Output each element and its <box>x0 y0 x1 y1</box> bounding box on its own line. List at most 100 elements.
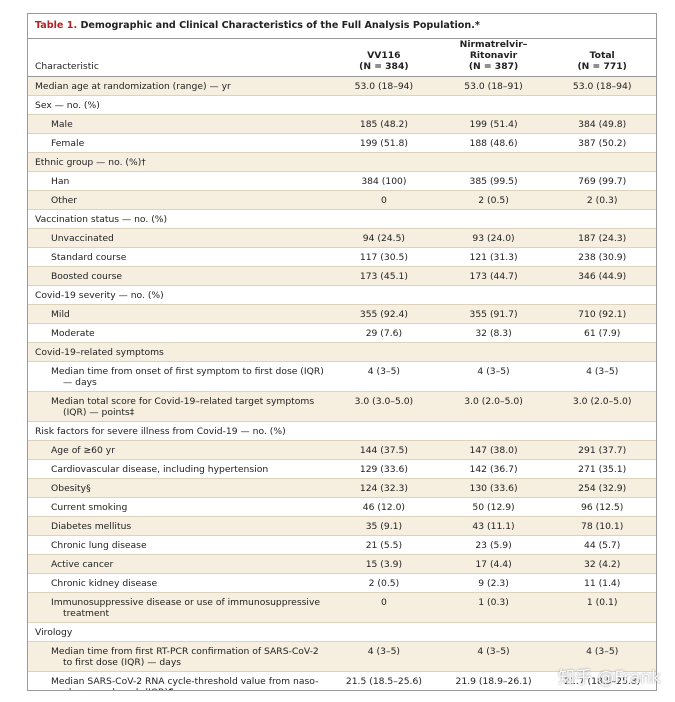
row-label-cell: Mild <box>28 305 329 323</box>
row-label-cell: Male <box>28 115 329 133</box>
value-cell <box>329 96 439 114</box>
value-cell: 21 (5.5) <box>329 536 439 554</box>
row-label-cell: Immunosuppressive disease or use of immu… <box>28 593 329 622</box>
value-cell: 4 (3–5) <box>329 362 439 391</box>
value-cell: 93 (24.0) <box>439 229 549 247</box>
value-cell: 385 (99.5) <box>439 172 549 190</box>
value-cell <box>548 343 656 361</box>
row-label: Standard course <box>51 252 127 263</box>
table-row: Immunosuppressive disease or use of immu… <box>28 593 656 623</box>
value-cell: 355 (91.7) <box>439 305 549 323</box>
cell-value: 355 (91.7) <box>469 309 518 320</box>
column-n: (N = 384) <box>359 61 409 72</box>
row-label: Current smoking <box>51 502 128 513</box>
value-cell: 199 (51.8) <box>329 134 439 152</box>
value-cell: 50 (12.9) <box>439 498 549 516</box>
value-cell: 44 (5.7) <box>548 536 656 554</box>
value-cell: 271 (35.1) <box>548 460 656 478</box>
table-row: Risk factors for severe illness from Cov… <box>28 422 656 441</box>
cell-value: 44 (5.7) <box>583 540 621 551</box>
value-cell <box>548 623 656 641</box>
value-cell <box>329 343 439 361</box>
cell-value: 384 (100) <box>361 176 407 187</box>
cell-value: 117 (30.5) <box>359 252 408 263</box>
value-cell: 1 (0.1) <box>548 593 656 622</box>
cell-value: 4 (3–5) <box>367 366 401 377</box>
row-label: Female <box>51 138 85 149</box>
value-cell <box>329 286 439 304</box>
cell-value: 53.0 (18–94) <box>354 81 414 92</box>
value-cell: 710 (92.1) <box>548 305 656 323</box>
row-label-cell: Sex — no. (%) <box>28 96 329 114</box>
cell-value: 121 (31.3) <box>469 252 518 263</box>
value-cell: 2 (0.3) <box>548 191 656 209</box>
cell-value: 11 (1.4) <box>583 578 621 589</box>
value-cell: 1 (0.3) <box>439 593 549 622</box>
table-row: Boosted course 173 (45.1) 173 (44.7) 346 (4… <box>28 267 656 286</box>
value-cell <box>329 210 439 228</box>
table-row: Covid-19–related symptoms <box>28 343 656 362</box>
table-row: Male 185 (48.2) 199 (51.4) 384 (49.8) <box>28 115 656 134</box>
cell-value: 291 (37.7) <box>578 445 627 456</box>
header-cell: VV116 (N = 384) <box>329 46 439 76</box>
value-cell <box>329 422 439 440</box>
value-cell <box>548 210 656 228</box>
value-cell: 384 (49.8) <box>548 115 656 133</box>
value-cell: 4 (3–5) <box>329 642 439 671</box>
row-label: Moderate <box>51 328 95 339</box>
cell-value: 21.7 (18.5–25.8) <box>564 676 641 687</box>
table-title: Demographic and Clinical Characteristics… <box>80 20 480 31</box>
value-cell: 185 (48.2) <box>329 115 439 133</box>
value-cell: 291 (37.7) <box>548 441 656 459</box>
row-label-cell: Cardiovascular disease, including hypert… <box>28 460 329 478</box>
value-cell: 769 (99.7) <box>548 172 656 190</box>
table-row: Mild 355 (92.4) 355 (91.7) 710 (92.1) <box>28 305 656 324</box>
value-cell <box>548 422 656 440</box>
value-cell: 17 (4.4) <box>439 555 549 573</box>
cell-value: 355 (92.4) <box>359 309 408 320</box>
value-cell: 3.0 (3.0–5.0) <box>329 392 439 421</box>
cell-value: 1 (0.3) <box>478 597 509 608</box>
cell-value: 35 (9.1) <box>365 521 403 532</box>
value-cell: 21.9 (18.9–26.1) <box>439 672 549 690</box>
row-label: Covid-19–related symptoms <box>35 347 164 358</box>
value-cell <box>439 422 549 440</box>
value-cell: 4 (3–5) <box>548 362 656 391</box>
row-label: Mild <box>51 309 70 320</box>
row-label: Median time from first RT-PCR confirmati… <box>51 646 319 668</box>
cell-value: 129 (33.6) <box>359 464 408 475</box>
cell-value: 0 <box>380 597 387 608</box>
table-row: Obesity§ 124 (32.3) 130 (33.6) 254 (32.9) <box>28 479 656 498</box>
cell-value: 23 (5.9) <box>475 540 512 551</box>
cell-value: 93 (24.0) <box>472 233 515 244</box>
value-cell <box>439 623 549 641</box>
table-row: Median age at randomization (range) — yr… <box>28 77 656 96</box>
row-label-cell: Covid-19–related symptoms <box>28 343 329 361</box>
row-label: Unvaccinated <box>51 233 114 244</box>
table-row: Chronic lung disease 21 (5.5) 23 (5.9) 44 (… <box>28 536 656 555</box>
value-cell: 346 (44.9) <box>548 267 656 285</box>
cell-value: 187 (24.3) <box>578 233 627 244</box>
value-cell: 61 (7.9) <box>548 324 656 342</box>
cell-value: 21 (5.5) <box>365 540 403 551</box>
row-label: Covid-19 severity — no. (%) <box>35 290 164 301</box>
value-cell <box>439 153 549 171</box>
row-label-cell: Chronic kidney disease <box>28 574 329 592</box>
cell-value: 710 (92.1) <box>578 309 627 320</box>
cell-value: 254 (32.9) <box>578 483 627 494</box>
table-row: Unvaccinated 94 (24.5) 93 (24.0) 187 (24.3) <box>28 229 656 248</box>
cell-value: 387 (50.2) <box>578 138 627 149</box>
value-cell: 53.0 (18–94) <box>548 77 656 95</box>
row-label: Chronic kidney disease <box>51 578 158 589</box>
column-n: (N = 387) <box>468 61 519 72</box>
cell-value: 4 (3–5) <box>477 646 510 657</box>
column-name: VV116 <box>367 50 401 61</box>
row-label-cell: Other <box>28 191 329 209</box>
table-row: Cardiovascular disease, including hypert… <box>28 460 656 479</box>
cell-value: 1 (0.1) <box>586 597 618 608</box>
cell-value: 17 (4.4) <box>475 559 512 570</box>
value-cell: 21.7 (18.5–25.8) <box>548 672 656 690</box>
row-label-cell: Standard course <box>28 248 329 266</box>
row-label-cell: Median time from first RT-PCR confirmati… <box>28 642 329 671</box>
